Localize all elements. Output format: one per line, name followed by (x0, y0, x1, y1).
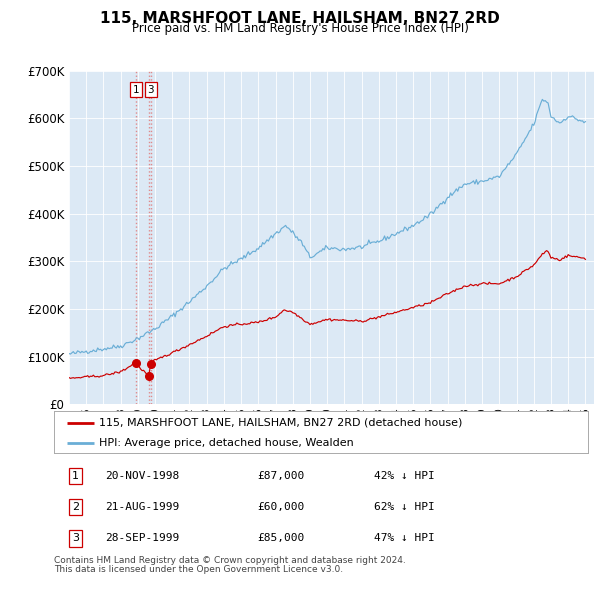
Text: 3: 3 (147, 85, 154, 95)
Text: 1: 1 (133, 85, 139, 95)
Text: This data is licensed under the Open Government Licence v3.0.: This data is licensed under the Open Gov… (54, 565, 343, 574)
Text: £85,000: £85,000 (257, 533, 304, 543)
Text: 2: 2 (72, 502, 79, 512)
Text: Contains HM Land Registry data © Crown copyright and database right 2024.: Contains HM Land Registry data © Crown c… (54, 556, 406, 565)
Text: 115, MARSHFOOT LANE, HAILSHAM, BN27 2RD: 115, MARSHFOOT LANE, HAILSHAM, BN27 2RD (100, 11, 500, 25)
Text: 47% ↓ HPI: 47% ↓ HPI (374, 533, 435, 543)
Text: 42% ↓ HPI: 42% ↓ HPI (374, 471, 435, 481)
Text: 1: 1 (72, 471, 79, 481)
Text: HPI: Average price, detached house, Wealden: HPI: Average price, detached house, Weal… (100, 438, 354, 447)
Text: 28-SEP-1999: 28-SEP-1999 (105, 533, 179, 543)
Text: 20-NOV-1998: 20-NOV-1998 (105, 471, 179, 481)
Text: Price paid vs. HM Land Registry's House Price Index (HPI): Price paid vs. HM Land Registry's House … (131, 22, 469, 35)
Text: £60,000: £60,000 (257, 502, 304, 512)
Text: £87,000: £87,000 (257, 471, 304, 481)
Text: 62% ↓ HPI: 62% ↓ HPI (374, 502, 435, 512)
Text: 3: 3 (72, 533, 79, 543)
Text: 115, MARSHFOOT LANE, HAILSHAM, BN27 2RD (detached house): 115, MARSHFOOT LANE, HAILSHAM, BN27 2RD … (100, 418, 463, 428)
Text: 21-AUG-1999: 21-AUG-1999 (105, 502, 179, 512)
